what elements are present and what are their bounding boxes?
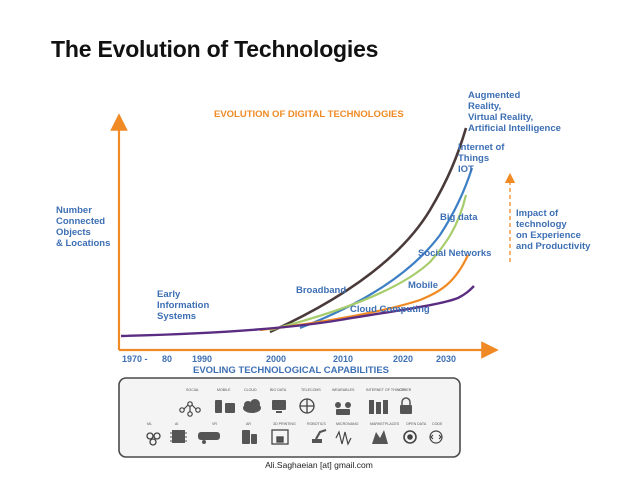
mobile-icon xyxy=(215,400,235,413)
big-data-icon xyxy=(272,400,286,413)
label-line: Information xyxy=(157,300,209,311)
label-line: Things xyxy=(458,153,489,164)
capability-label: MOBILE xyxy=(217,388,231,392)
label-early-information-systems: Early Information Systems xyxy=(157,289,212,322)
label-line: Virtual Reality, xyxy=(468,112,533,123)
robotics-icon xyxy=(312,428,327,443)
y-axis-label-line: Objects xyxy=(56,227,91,238)
y-axis-label-line: Number xyxy=(56,205,92,216)
x-tick: 2030 xyxy=(436,354,456,364)
x-tick: 2000 xyxy=(266,354,286,364)
curve-ar xyxy=(269,127,468,334)
marketplaces-icon xyxy=(372,430,388,444)
label-cloud-computing: Cloud Computing xyxy=(350,304,430,315)
capability-label: SOCIAL xyxy=(186,388,199,392)
label-mobile: Mobile xyxy=(408,280,438,291)
label-social-networks: Social Networks xyxy=(418,248,491,259)
ar-icon xyxy=(242,430,257,444)
curve-cloud xyxy=(120,285,475,338)
footer-credit: Ali.Saghaeian [at] gmail.com xyxy=(265,460,373,470)
capability-label: WEARABLES xyxy=(332,388,355,392)
curve-bigdata xyxy=(299,167,474,330)
capability-label: BIG DATA xyxy=(270,388,287,392)
capability-label: CODE xyxy=(432,422,443,426)
capability-label: MARKETPLACES xyxy=(370,422,400,426)
vr-headset-icon xyxy=(198,432,220,444)
capability-label: AI xyxy=(175,422,178,426)
impact-label-line: Impact of xyxy=(516,208,559,219)
label-line: Artificial Intelligence xyxy=(468,123,561,134)
x-tick: 1990 xyxy=(192,354,212,364)
impact-label-line: technology xyxy=(516,219,567,230)
x-tick: 2010 xyxy=(333,354,353,364)
cloud-icon xyxy=(243,399,261,413)
y-axis-label: Number Connected Objects & Locations xyxy=(56,205,110,249)
impact-label-line: on Experience xyxy=(516,230,581,241)
internet-of-things-icon xyxy=(369,400,388,414)
capability-label: TELECOMS xyxy=(301,388,321,392)
wearables-icon xyxy=(335,402,351,415)
capability-label: CLOUD xyxy=(244,388,257,392)
y-axis-label-line: & Locations xyxy=(56,238,110,249)
curve-social xyxy=(269,194,468,332)
social-icon xyxy=(179,401,201,417)
diagram-heading: EVOLUTION OF DIGITAL TECHNOLOGIES xyxy=(214,109,404,120)
code-icon xyxy=(429,430,443,444)
label-line: IOT xyxy=(458,164,474,175)
label-line: Systems xyxy=(157,311,196,322)
capability-label: CYBER xyxy=(399,388,412,392)
slide-title: The Evolution of Technologies xyxy=(51,36,379,62)
cyber-icon xyxy=(400,397,412,414)
micronano-icon xyxy=(335,430,352,446)
x-tick: 1970 - xyxy=(122,354,148,364)
capabilities-row-2 xyxy=(146,428,443,446)
label-big-data: Big data xyxy=(440,212,478,223)
x-tick: 2020 xyxy=(393,354,413,364)
label-line: Augmented xyxy=(468,90,520,101)
label-line: Internet of xyxy=(458,142,505,153)
y-axis-label-line: Connected xyxy=(56,216,105,227)
ml-icon xyxy=(146,432,161,446)
label-line: Early xyxy=(157,289,181,300)
3d-printing-icon xyxy=(271,429,289,445)
capability-label: ML xyxy=(147,422,152,426)
capability-label: INTERNET OF THINGS xyxy=(366,388,405,392)
capability-label: VR xyxy=(212,422,217,426)
impact-label-line: and Productivity xyxy=(516,241,591,252)
capability-label: OPEN DATA xyxy=(406,422,427,426)
ai-chip-icon xyxy=(170,430,187,443)
capability-label: MICRONANO xyxy=(336,422,359,426)
x-tick: 80 xyxy=(162,354,172,364)
telecoms-icon xyxy=(299,398,315,414)
label-augmented-reality: Augmented Reality, Virtual Reality, Arti… xyxy=(468,90,561,134)
curve-mobile xyxy=(259,254,469,332)
x-axis-label: EVOLING TECHNOLOGICAL CAPABILITIES xyxy=(193,365,389,376)
capability-label: ROBOTICS xyxy=(307,422,326,426)
label-broadband: Broadband xyxy=(296,285,346,296)
capability-label: AR xyxy=(246,422,251,426)
open-data-icon xyxy=(403,430,417,444)
capabilities-row-1 xyxy=(179,397,412,417)
impact-label: Impact of technology on Experience and P… xyxy=(516,208,591,252)
capability-label: 3D PRINTING xyxy=(273,422,296,426)
label-line: Reality, xyxy=(468,101,501,112)
label-iot: Internet of Things IOT xyxy=(458,142,507,175)
